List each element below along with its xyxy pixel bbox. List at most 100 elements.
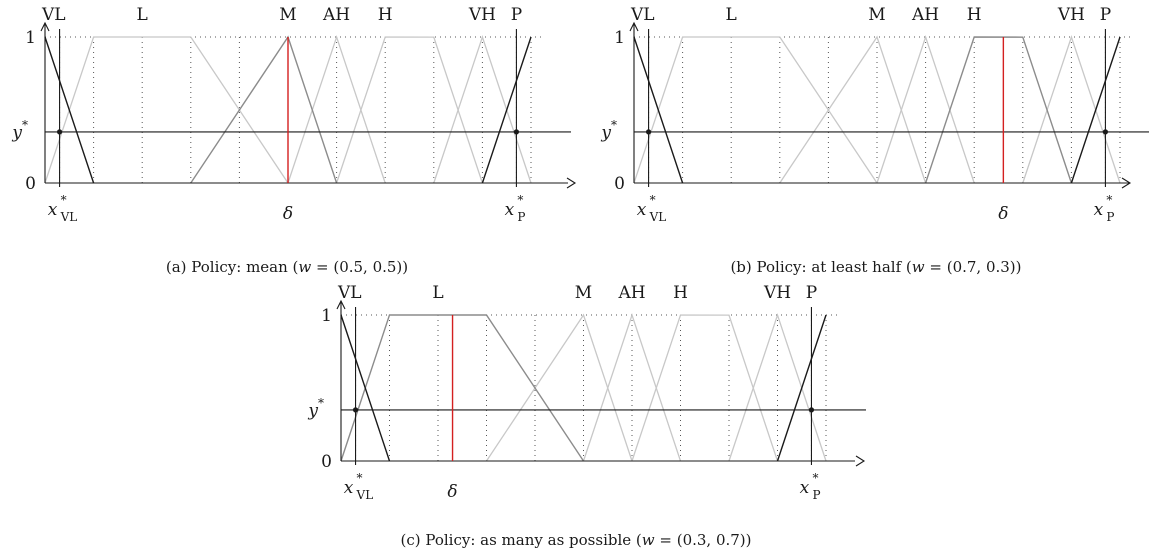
y-axis-arrow [40, 21, 50, 32]
membership-m [190, 35, 338, 184]
membership-vl [633, 36, 684, 184]
y-axis-arrow [336, 299, 346, 310]
x-p-label: x [800, 478, 810, 498]
x-p-label-sub: P [1106, 210, 1114, 224]
caption-rest: = (0.7, 0.3)) [925, 258, 1022, 276]
term-label-vl: VL [41, 5, 66, 25]
membership-h [335, 36, 484, 184]
x-vl-label: x [637, 200, 647, 220]
membership-p [1070, 36, 1121, 184]
panel-caption: (c) Policy: as many as possible (w = (0.… [400, 531, 751, 549]
delta-label: δ [283, 204, 293, 224]
term-label-l: L [137, 5, 148, 25]
membership-p [481, 36, 532, 184]
caption-prefix: (a) Policy: mean ( [166, 258, 299, 276]
x-vl-label-sup: * [61, 193, 67, 207]
ytick-ystar: y [307, 401, 318, 421]
ystar-sup: * [611, 118, 617, 132]
x-vl-label-sub: VL [356, 488, 374, 502]
x-p-label-base: x [505, 200, 515, 220]
intersection-vl-dot [56, 129, 63, 135]
term-label-m: M [575, 283, 592, 303]
term-label-vh: VH [763, 283, 791, 303]
intersection-p-dot [808, 407, 815, 413]
x-axis-arrow [566, 177, 577, 189]
x-vl-label: x [344, 478, 354, 498]
caption-prefix: (c) Policy: as many as possible ( [400, 531, 641, 549]
x-vl-label-sup: * [357, 471, 363, 485]
caption-prefix: (b) Policy: at least half ( [730, 258, 911, 276]
delta-label: δ [447, 482, 457, 502]
x-p-label-base: x [1094, 200, 1104, 220]
membership-vl [340, 314, 391, 462]
y-axis-arrow [629, 21, 639, 32]
term-label-h: H [378, 5, 393, 25]
panel-caption: (a) Policy: mean (w = (0.5, 0.5)) [166, 258, 408, 276]
membership-l [340, 314, 585, 462]
ystar-sup: * [318, 396, 324, 410]
x-vl-label-sup: * [650, 193, 656, 207]
x-p-label: x [505, 200, 515, 220]
term-label-vl: VL [630, 5, 655, 25]
membership-vh [728, 312, 827, 462]
ystar-base: y [11, 123, 22, 143]
x-vl-label: x [48, 200, 58, 220]
membership-h [924, 36, 1073, 184]
term-label-ah: AH [617, 283, 645, 303]
delta-label: δ [998, 204, 1008, 224]
intersection-p-dot [513, 129, 520, 135]
panel-a: 10y *VL L M AH H VH Px VL* x P*δ(a) Policy: mean (… [11, 5, 577, 276]
term-label-m: M [868, 5, 885, 25]
ytick-one: 1 [321, 306, 332, 326]
intersection-vl-dot [352, 407, 359, 413]
membership-m [779, 35, 927, 184]
ytick-zero: 0 [614, 174, 625, 194]
term-label-vl: VL [337, 283, 362, 303]
ystar-base: y [307, 401, 318, 421]
term-label-ah: AH [322, 5, 350, 25]
membership-vh [1022, 34, 1121, 184]
membership-vl [44, 36, 95, 184]
x-vl-label-base: x [637, 200, 647, 220]
membership-m [485, 313, 633, 462]
panel-caption: (b) Policy: at least half (w = (0.7, 0.3… [730, 258, 1021, 276]
ytick-zero: 0 [321, 452, 332, 472]
term-label-m: M [279, 5, 296, 25]
caption-w: w [912, 258, 925, 276]
term-label-l: L [726, 5, 737, 25]
caption-rest: = (0.5, 0.5)) [311, 258, 408, 276]
panel-b: 10y *VL L M AH H VH Px VL* x P*δ(b) Policy: at lea… [600, 5, 1149, 276]
caption-w: w [642, 531, 655, 549]
ystar-sup: * [22, 118, 28, 132]
x-vl-label-base: x [344, 478, 354, 498]
ytick-zero: 0 [25, 174, 36, 194]
membership-l [44, 36, 289, 184]
term-label-h: H [967, 5, 982, 25]
ytick-ystar: y [600, 123, 611, 143]
x-p-label-sub: P [812, 488, 820, 502]
x-p-label-sup: * [812, 471, 818, 485]
membership-ah [876, 34, 975, 184]
ytick-one: 1 [614, 28, 625, 48]
ytick-one: 1 [25, 28, 36, 48]
x-vl-label-sub: VL [649, 210, 667, 224]
term-label-ah: AH [911, 5, 939, 25]
x-vl-label-base: x [48, 200, 58, 220]
x-p-label: x [1094, 200, 1104, 220]
membership-l [633, 36, 878, 184]
x-p-label-sub: P [517, 210, 525, 224]
caption-rest: = (0.3, 0.7)) [655, 531, 752, 549]
x-axis-arrow [855, 455, 866, 467]
caption-w: w [298, 258, 311, 276]
intersection-p-dot [1102, 129, 1109, 135]
x-p-label-sup: * [517, 193, 523, 207]
term-label-l: L [432, 283, 443, 303]
term-label-p: P [1100, 5, 1111, 25]
term-label-vh: VH [468, 5, 496, 25]
ytick-ystar: y [11, 123, 22, 143]
term-label-vh: VH [1057, 5, 1085, 25]
term-label-p: P [806, 283, 817, 303]
intersection-vl-dot [645, 129, 652, 135]
membership-h [631, 314, 779, 462]
